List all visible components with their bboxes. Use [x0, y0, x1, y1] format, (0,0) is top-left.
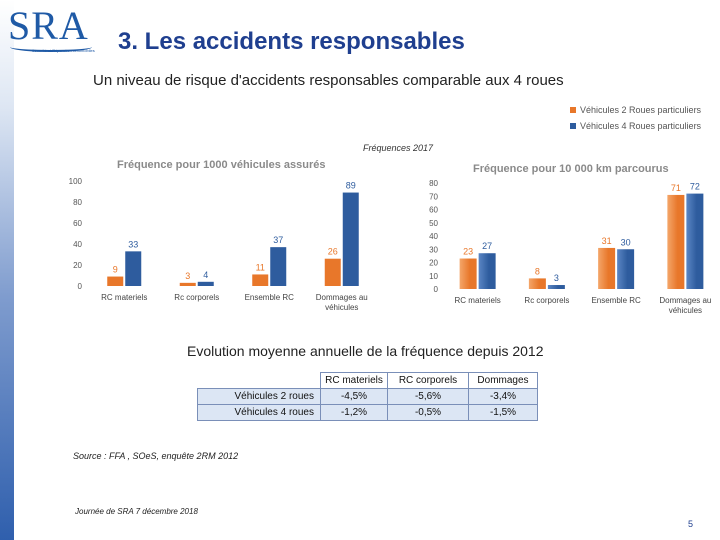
data-label: 3 [554, 273, 559, 283]
y-tick-label: 20 [73, 261, 82, 270]
bar [342, 192, 359, 286]
bar [598, 247, 616, 289]
bar [324, 258, 341, 286]
y-tick-label: 0 [78, 282, 83, 291]
y-tick-label: 80 [429, 179, 438, 188]
data-label: 33 [128, 239, 138, 249]
data-label: 3 [185, 271, 190, 281]
bar [686, 193, 704, 289]
bar [478, 253, 496, 289]
bar [528, 278, 546, 289]
category-label: RC materiels [455, 296, 501, 305]
logo-tagline: Sécurité et Réparation Automobiles [32, 48, 95, 53]
category-label: Dommages au [659, 296, 711, 305]
legend-label: Véhicules 4 Roues particuliers [580, 121, 702, 131]
category-label: RC materiels [101, 293, 147, 302]
bar [107, 276, 124, 286]
y-tick-label: 60 [429, 206, 438, 215]
y-tick-label: 100 [69, 177, 83, 186]
logo-text: SRA [8, 3, 89, 48]
table-cell: -4,5% [320, 388, 388, 405]
footer-date: Journée de SRA 7 décembre 2018 [75, 507, 198, 516]
category-label: Dommages au [316, 293, 368, 302]
table-header-cell: RC materiels [320, 372, 388, 389]
data-label: 8 [535, 266, 540, 276]
table-cell: -5,6% [387, 388, 469, 405]
table-cell: -1,5% [468, 404, 538, 421]
table-row: Véhicules 2 roues -4,5% -5,6% -3,4% [197, 388, 538, 405]
evolution-title: Evolution moyenne annuelle de la fréquen… [187, 343, 544, 359]
legend-swatch [570, 107, 576, 113]
bar [667, 194, 685, 289]
page-subtitle: Un niveau de risque d'accidents responsa… [93, 72, 564, 89]
category-label: Ensemble RC [591, 296, 641, 305]
data-label: 30 [621, 237, 631, 247]
table-row-label: Véhicules 4 roues [197, 404, 321, 421]
evolution-table: RC materiels RC corporels Dommages Véhic… [197, 372, 538, 421]
table-header-cell: RC corporels [387, 372, 469, 389]
data-label: 9 [113, 265, 118, 275]
chart-title: Fréquence pour 10 000 km parcourus [473, 163, 669, 175]
bar [197, 281, 214, 286]
y-tick-label: 50 [429, 219, 438, 228]
bar [270, 247, 287, 286]
chart-title: Fréquence pour 1000 véhicules assurés [117, 159, 326, 171]
data-label: 71 [671, 183, 681, 193]
data-label: 23 [463, 247, 473, 257]
data-label: 37 [273, 235, 283, 245]
bar [617, 249, 635, 289]
data-label: 31 [602, 236, 612, 246]
y-tick-label: 80 [73, 198, 82, 207]
page-number: 5 [688, 519, 694, 529]
table-header-cell: Dommages [468, 372, 538, 389]
bar [252, 274, 269, 286]
y-tick-label: 70 [429, 192, 438, 201]
category-label: véhicules [325, 303, 358, 312]
table-header-row: RC materiels RC corporels Dommages [197, 372, 538, 389]
data-label: 27 [482, 241, 492, 251]
data-label: 89 [346, 181, 356, 191]
source-note: Source : FFA , SOeS, enquête 2RM 2012 [73, 451, 239, 461]
logo-swoosh [10, 42, 92, 52]
data-label: 4 [203, 270, 208, 280]
table-cell: -3,4% [468, 388, 538, 405]
y-tick-label: 40 [429, 232, 438, 241]
category-label: Rc corporels [174, 293, 219, 302]
legend-swatch [570, 123, 576, 129]
data-label: 72 [690, 182, 700, 192]
y-tick-label: 60 [73, 219, 82, 228]
page-title: 3. Les accidents responsables [118, 28, 465, 55]
data-label: 26 [328, 247, 338, 257]
table-row-label: Véhicules 2 roues [197, 388, 321, 405]
bar [179, 282, 196, 286]
table-corner [197, 372, 321, 389]
y-tick-label: 0 [434, 285, 439, 294]
category-label: Ensemble RC [245, 293, 295, 302]
bar [547, 285, 565, 289]
sra-logo: SRA Sécurité et Réparation Automobiles [8, 4, 96, 56]
table-cell: -1,2% [320, 404, 388, 421]
legend-label: Véhicules 2 Roues particuliers [580, 105, 702, 115]
category-label: véhicules [669, 306, 702, 315]
y-tick-label: 20 [429, 259, 438, 268]
y-tick-label: 30 [429, 245, 438, 254]
bar [459, 258, 477, 289]
table-cell: -0,5% [387, 404, 469, 421]
super-label: Fréquences 2017 [363, 143, 434, 153]
y-tick-label: 10 [429, 272, 438, 281]
decorative-side-gradient [0, 0, 14, 540]
category-label: Rc corporels [524, 296, 569, 305]
bar [125, 251, 142, 286]
y-tick-label: 40 [73, 240, 82, 249]
table-row: Véhicules 4 roues -1,2% -0,5% -1,5% [197, 404, 538, 421]
data-label: 11 [256, 262, 265, 272]
